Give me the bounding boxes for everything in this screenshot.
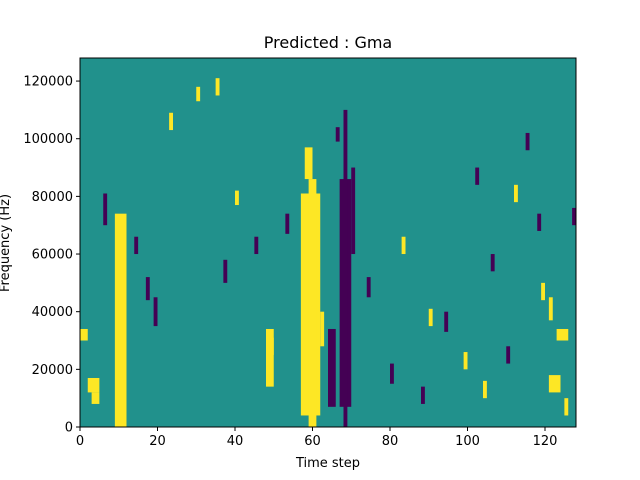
heatmap-cell-low-31	[490, 254, 495, 272]
x-tick-label: 40	[227, 434, 244, 449]
heatmap-cell-low-26	[366, 277, 371, 298]
y-tick-label: 0	[65, 421, 73, 436]
x-axis: 0 20 40 60 80 100 120	[76, 427, 558, 449]
heatmap-cell-low-29	[444, 311, 449, 332]
heatmap-cell-high-45	[541, 282, 545, 301]
x-tick-label: 60	[304, 434, 321, 449]
heatmap-cell-low-7	[351, 167, 356, 255]
heatmap-cell-low-27	[390, 363, 394, 384]
heatmap-cell-high-4	[308, 179, 317, 427]
heatmap-cell-low-24	[254, 236, 259, 255]
heatmap-cells	[80, 78, 576, 427]
x-tick-label: 100	[455, 434, 480, 449]
heatmap-cell-high-16	[556, 328, 569, 341]
heatmap-cell-high-10	[320, 311, 325, 347]
heatmap-cell-low-19	[103, 193, 108, 226]
heatmap-cell-high-37	[196, 86, 201, 102]
y-tick-label: 40000	[32, 305, 73, 320]
heatmap-cell-high-3	[304, 147, 313, 180]
chart-title: Predicted : Gma	[264, 33, 392, 52]
heatmap-cell-high-17	[548, 375, 561, 393]
y-tick-label: 120000	[23, 75, 73, 90]
heatmap-cell-high-42	[463, 352, 468, 370]
heatmap-cell-high-36	[169, 112, 173, 131]
x-tick-label: 120	[533, 434, 558, 449]
heatmap-cell-high-40	[401, 236, 406, 255]
y-tick-label: 100000	[23, 132, 73, 147]
heatmap-cell-high-15	[91, 392, 100, 404]
heatmap-cell-low-35	[572, 207, 576, 226]
heatmap-cell-high-38	[215, 78, 220, 96]
y-tick-label: 20000	[32, 363, 73, 378]
heatmap-cell-high-39	[235, 190, 239, 206]
heatmap-cell-high-18	[548, 297, 553, 321]
heatmap-cell-low-28	[421, 386, 425, 404]
heatmap-cell-low-8	[335, 127, 340, 142]
plot-frame	[79, 57, 577, 428]
heatmap-cell-low-22	[145, 277, 150, 301]
x-tick-label: 0	[76, 434, 84, 449]
heatmap-cell-low-30	[475, 167, 480, 185]
heatmap-cell-low-32	[506, 346, 511, 364]
heatmap-cell-high-41	[428, 308, 433, 327]
heatmap-cell-low-23	[223, 259, 228, 283]
heatmap-cell-high-11	[266, 328, 274, 387]
x-tick-label: 20	[149, 434, 166, 449]
heatmap-cell-high-44	[514, 184, 518, 203]
y-axis: 0 20000 40000 60000 80000 100000 120000	[23, 75, 80, 436]
heatmap-cell-low-33	[525, 132, 530, 151]
heatmap-cell-high-46	[564, 398, 569, 416]
y-tick-label: 60000	[32, 248, 73, 263]
heatmap-cell-low-6	[343, 109, 348, 427]
heatmap-cell-high-14	[87, 377, 100, 393]
heatmap-cell-high-13	[80, 328, 88, 341]
plot-area	[80, 58, 576, 427]
heatmap-cell-low-20	[153, 297, 158, 327]
heatmap-cell-low-21	[134, 236, 139, 255]
heatmap-cell-high-1	[118, 294, 123, 378]
heatmap-cell-low-34	[537, 213, 542, 231]
heatmap-cell-low-9	[328, 328, 336, 407]
x-axis-label: Time step	[295, 456, 360, 471]
heatmap-cell-high-12	[269, 337, 274, 355]
x-tick-label: 80	[382, 434, 399, 449]
heatmap-cell-low-25	[285, 213, 290, 234]
y-axis-label: Frequency (Hz)	[0, 194, 13, 292]
y-tick-label: 80000	[32, 190, 73, 205]
heatmap-cell-high-43	[483, 380, 487, 399]
